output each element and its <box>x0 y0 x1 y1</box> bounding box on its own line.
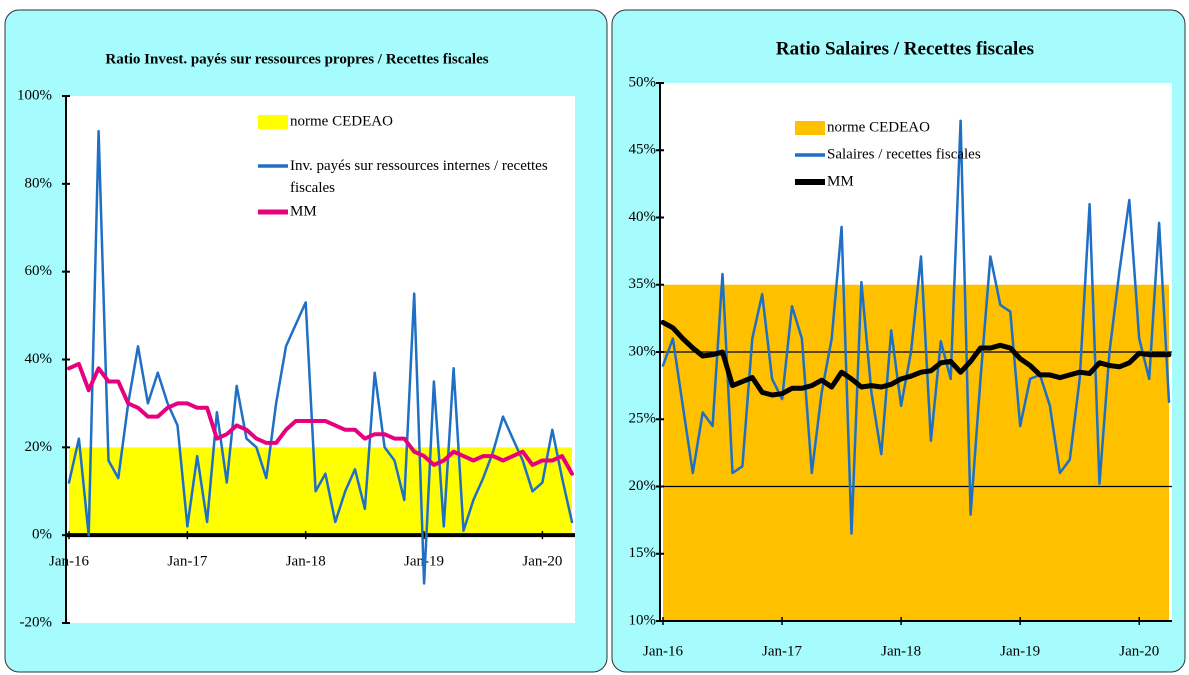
legend-label: MM <box>290 203 317 219</box>
y-tick-label: 35% <box>629 276 657 292</box>
x-tick-label: Jan-18 <box>286 553 326 569</box>
legend-swatch <box>258 115 288 129</box>
x-tick-label: Jan-17 <box>167 553 207 569</box>
legend-label-box: Inv. payés sur ressources internes / rec… <box>290 158 548 196</box>
x-tick-label: Jan-17 <box>762 643 802 659</box>
series-line <box>67 361 574 476</box>
y-tick-label: 40% <box>629 209 657 225</box>
y-tick-label: 15% <box>629 545 657 561</box>
chart-title: Ratio Invest. payés sur ressources propr… <box>105 51 488 67</box>
y-tick-label: -20% <box>20 614 53 630</box>
norm-band <box>69 447 572 536</box>
legend-label: Inv. payés sur ressources internes / rec… <box>290 158 548 196</box>
x-tick-label: Jan-16 <box>49 553 89 569</box>
x-tick-label: Jan-20 <box>1119 643 1159 659</box>
series-line <box>67 129 574 585</box>
series-line <box>661 119 1171 535</box>
y-tick-label: 25% <box>629 411 657 427</box>
x-tick-label: Jan-20 <box>522 553 562 569</box>
legend-swatch <box>795 121 825 135</box>
x-tick-label: Jan-19 <box>1000 643 1040 659</box>
y-tick-label: 10% <box>629 612 657 628</box>
y-tick-label: 20% <box>629 478 657 494</box>
norm-band <box>663 284 1169 621</box>
x-tick-label: Jan-18 <box>881 643 921 659</box>
y-tick-label: 20% <box>25 439 53 455</box>
y-tick-label: 30% <box>629 343 657 359</box>
y-tick-label: 80% <box>25 175 53 191</box>
legend-label: norme CEDEAO <box>290 113 393 129</box>
y-tick-label: 100% <box>17 87 52 103</box>
y-tick-label: 50% <box>629 74 657 90</box>
y-tick-label: 0% <box>32 527 52 543</box>
series-line <box>660 319 1172 398</box>
legend-label: norme CEDEAO <box>827 119 930 135</box>
legend-label: Salaires / recettes fiscales <box>827 146 981 162</box>
y-tick-label: 40% <box>25 351 53 367</box>
y-tick-label: 60% <box>25 263 53 279</box>
chart-title: Ratio Salaires / Recettes fiscales <box>776 38 1034 59</box>
legend-label: MM <box>827 173 854 189</box>
x-tick-label: Jan-16 <box>643 643 683 659</box>
y-tick-label: 45% <box>629 142 657 158</box>
